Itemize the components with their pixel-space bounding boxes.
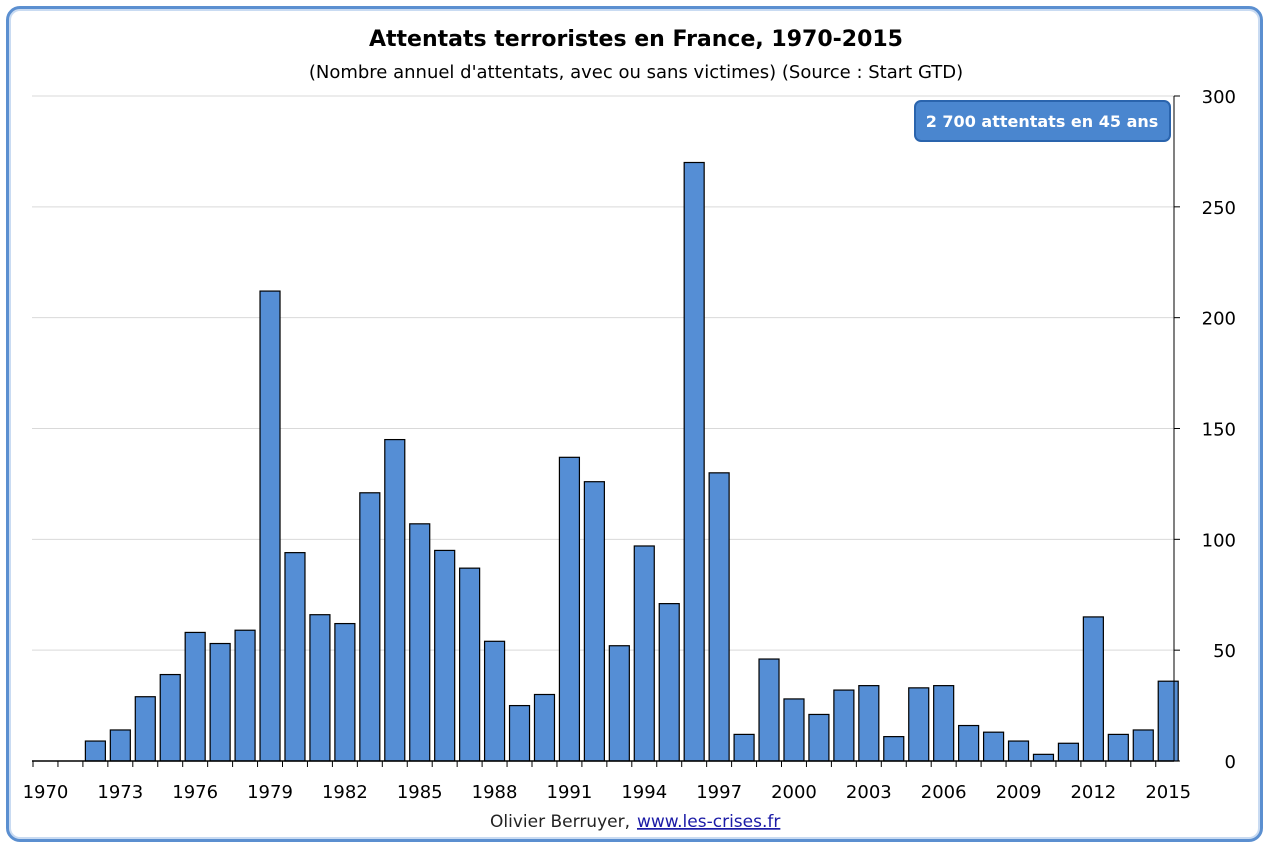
x-tick-label-1982: 1982 xyxy=(322,782,368,803)
bar-1973 xyxy=(109,729,131,762)
bar-1975 xyxy=(159,673,181,762)
x-tick-label-1991: 1991 xyxy=(547,782,593,803)
y-tick-labels: 0 50 100 150 200 250 300 xyxy=(1202,87,1236,773)
bar-2010 xyxy=(1032,753,1055,762)
bar-1992 xyxy=(583,481,605,762)
x-tick-label-1973: 1973 xyxy=(97,782,143,803)
bar-1993 xyxy=(608,645,630,762)
bar-1987 xyxy=(459,567,481,762)
bar-1999 xyxy=(758,658,780,762)
bar-1979 xyxy=(259,290,281,762)
bar-2008 xyxy=(982,731,1005,762)
bar-2011 xyxy=(1057,742,1080,762)
bar-1977 xyxy=(209,642,231,762)
bar-1990 xyxy=(533,693,556,762)
bar-1982 xyxy=(334,622,356,762)
bar-1974 xyxy=(134,696,156,762)
bar-2015 xyxy=(1157,680,1179,762)
bar-1994 xyxy=(633,545,655,762)
chart-title: Attentats terroristes en France, 1970-20… xyxy=(369,27,903,52)
footer-author: Olivier Berruyer, xyxy=(490,812,630,832)
x-tick-label-2000: 2000 xyxy=(771,782,817,803)
bar-2002 xyxy=(833,689,855,762)
bar-1997 xyxy=(708,472,730,762)
bar-1989 xyxy=(508,704,531,762)
bar-1972 xyxy=(84,740,106,762)
bar-2009 xyxy=(1007,740,1030,762)
bar-2004 xyxy=(883,736,905,762)
annotation-badge-box xyxy=(914,100,1171,142)
x-tick-labels: 1970 1973 1976 1979 1982 1985 1988 1991 1994 1997… xyxy=(23,782,1192,803)
bar-2003 xyxy=(858,685,880,762)
bar-1980 xyxy=(284,552,306,762)
x-tick-label-1979: 1979 xyxy=(247,782,293,803)
x-tick-label-2009: 2009 xyxy=(996,782,1042,803)
bar-2014 xyxy=(1132,729,1154,762)
x-tick-label-2003: 2003 xyxy=(846,782,892,803)
bar-1998 xyxy=(733,733,755,762)
y-tick-label-100: 100 xyxy=(1202,530,1236,551)
bar-1984 xyxy=(384,438,406,762)
x-tick-label-2015: 2015 xyxy=(1145,782,1191,803)
x-tick-label-1976: 1976 xyxy=(172,782,218,803)
x-tick-label-1988: 1988 xyxy=(472,782,518,803)
bar-2000 xyxy=(783,698,805,762)
bar-2005 xyxy=(908,687,930,762)
bar-2007 xyxy=(958,724,980,762)
y-tick-label-0: 0 xyxy=(1225,752,1236,773)
annotation-badge: 2 700 attentats en 45 ans xyxy=(914,100,1171,142)
bar-1985 xyxy=(409,523,431,762)
x-tick-label-1970: 1970 xyxy=(23,782,69,803)
y-tick-label-300: 300 xyxy=(1202,87,1236,108)
y-tick-label-250: 250 xyxy=(1202,198,1236,219)
x-tick-label-2012: 2012 xyxy=(1070,782,1116,803)
bar-2001 xyxy=(808,713,830,762)
bar-1978 xyxy=(234,629,256,762)
bar-2013 xyxy=(1107,733,1129,762)
axes xyxy=(32,96,1175,767)
x-tick-label-1994: 1994 xyxy=(621,782,667,803)
bar-1976 xyxy=(184,631,206,762)
y-tick-label-150: 150 xyxy=(1202,420,1236,441)
bar-1996 xyxy=(683,161,705,762)
footer: Olivier Berruyer, www.les-crises.fr xyxy=(490,812,780,832)
bar-1991 xyxy=(558,456,581,762)
bar-1983 xyxy=(359,492,381,762)
bar-2006 xyxy=(933,685,955,762)
bar-2012 xyxy=(1082,616,1104,762)
bar-1981 xyxy=(309,614,331,762)
bar-1988 xyxy=(483,640,506,762)
bars xyxy=(84,161,1179,762)
y-tick-label-200: 200 xyxy=(1202,309,1236,330)
y-tick-label-50: 50 xyxy=(1213,641,1236,662)
x-tick-label-1985: 1985 xyxy=(397,782,443,803)
bar-1995 xyxy=(658,603,680,762)
annotation-text: 2 700 attentats en 45 ans xyxy=(926,112,1159,131)
x-tick-label-2006: 2006 xyxy=(921,782,967,803)
x-tick-label-1997: 1997 xyxy=(696,782,742,803)
footer-link[interactable]: www.les-crises.fr xyxy=(637,812,780,832)
chart-subtitle: (Nombre annuel d'attentats, avec ou sans… xyxy=(309,62,963,83)
bar-1986 xyxy=(434,549,456,762)
